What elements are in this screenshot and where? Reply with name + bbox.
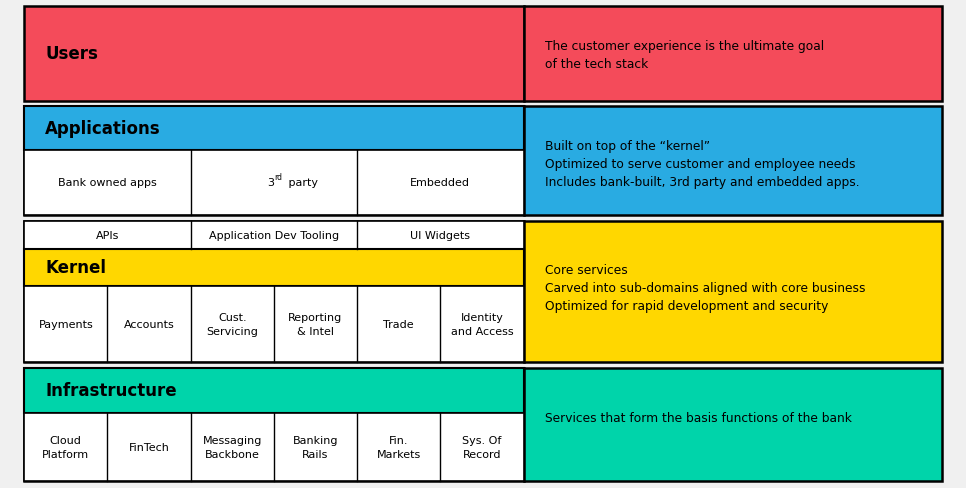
Bar bbox=[24, 7, 524, 102]
Text: UI Widgets: UI Widgets bbox=[411, 230, 470, 240]
Bar bbox=[24, 249, 524, 286]
Text: Applications: Applications bbox=[45, 120, 161, 138]
Text: Core services
Carved into sub-domains aligned with core business
Optimized for r: Core services Carved into sub-domains al… bbox=[545, 264, 866, 312]
Text: Messaging
Backbone: Messaging Backbone bbox=[203, 435, 262, 459]
Bar bbox=[524, 107, 942, 215]
Bar bbox=[24, 368, 524, 481]
Text: The customer experience is the ultimate goal
of the tech stack: The customer experience is the ultimate … bbox=[545, 40, 824, 71]
Text: Bank owned apps: Bank owned apps bbox=[58, 178, 156, 188]
Bar bbox=[24, 413, 524, 481]
Bar bbox=[24, 221, 524, 362]
Text: Users: Users bbox=[45, 45, 99, 63]
Text: Built on top of the “kernel”
Optimized to serve customer and employee needs
Incl: Built on top of the “kernel” Optimized t… bbox=[545, 140, 860, 188]
Text: Embedded: Embedded bbox=[411, 178, 470, 188]
Bar bbox=[24, 150, 524, 215]
Text: Payments: Payments bbox=[39, 319, 93, 329]
Text: Cloud
Platform: Cloud Platform bbox=[43, 435, 89, 459]
Text: Application Dev Tooling: Application Dev Tooling bbox=[209, 230, 339, 240]
Text: 3: 3 bbox=[267, 178, 274, 188]
Text: party: party bbox=[286, 178, 319, 188]
Text: Infrastructure: Infrastructure bbox=[45, 382, 177, 400]
Bar bbox=[24, 286, 524, 362]
Text: Fin.
Markets: Fin. Markets bbox=[377, 435, 421, 459]
Text: Kernel: Kernel bbox=[45, 259, 106, 277]
Text: Banking
Rails: Banking Rails bbox=[293, 435, 338, 459]
Text: Reporting
& Intel: Reporting & Intel bbox=[289, 312, 343, 336]
Text: Sys. Of
Record: Sys. Of Record bbox=[463, 435, 501, 459]
Bar bbox=[524, 221, 942, 362]
Bar bbox=[24, 107, 524, 150]
Bar bbox=[24, 368, 524, 413]
Text: FinTech: FinTech bbox=[128, 442, 169, 452]
Text: Identity
and Access: Identity and Access bbox=[451, 312, 513, 336]
Text: Cust.
Servicing: Cust. Servicing bbox=[207, 312, 258, 336]
Bar bbox=[24, 221, 524, 249]
Bar bbox=[24, 107, 524, 215]
Bar bbox=[524, 7, 942, 102]
Text: Services that form the basis functions of the bank: Services that form the basis functions o… bbox=[545, 411, 852, 424]
Text: Trade: Trade bbox=[384, 319, 414, 329]
Text: rd: rd bbox=[274, 173, 282, 182]
Text: APIs: APIs bbox=[96, 230, 119, 240]
Text: Accounts: Accounts bbox=[124, 319, 175, 329]
Bar bbox=[524, 368, 942, 481]
